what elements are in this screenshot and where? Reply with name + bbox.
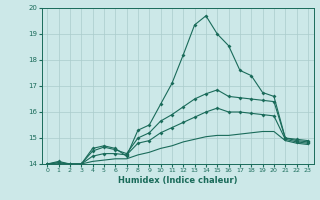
X-axis label: Humidex (Indice chaleur): Humidex (Indice chaleur) — [118, 176, 237, 185]
